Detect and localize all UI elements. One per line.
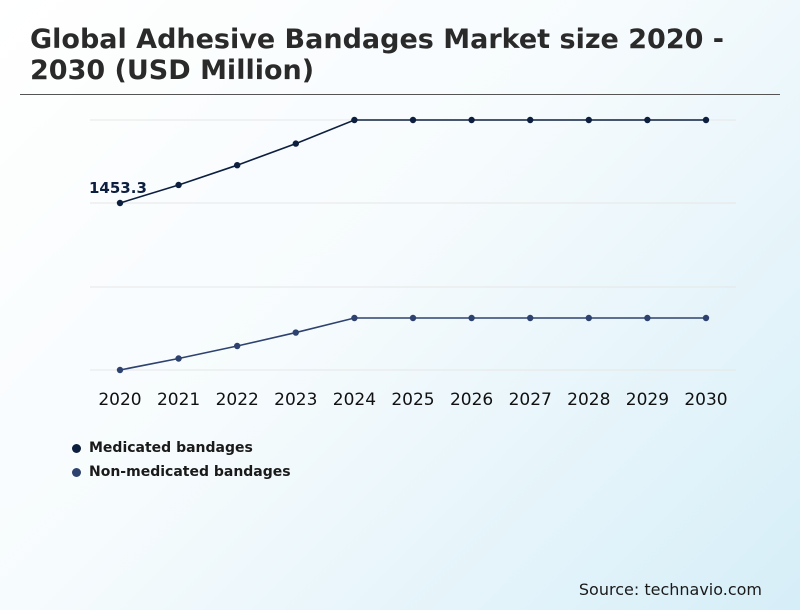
legend-label-non-medicated: Non-medicated bandages	[89, 464, 291, 480]
chart-labels: 1453.3 2020 2021 2022 2023 2024 2025 2026 2027 20…	[89, 179, 728, 410]
series-line-non-medicated	[119, 317, 706, 371]
data-point-non-medicated	[585, 314, 592, 322]
data-point-medicated	[234, 161, 241, 169]
x-tick-label: 2023	[274, 390, 317, 410]
data-point-non-medicated	[644, 314, 651, 322]
x-tick-label: 2025	[391, 390, 434, 410]
legend-item-non-medicated: Non-medicated bandages	[72, 460, 291, 484]
chart-title: Global Adhesive Bandages Market size 202…	[30, 24, 724, 86]
x-tick-label: 2021	[157, 390, 200, 410]
x-tick-label: 2028	[567, 390, 610, 410]
data-point-medicated	[468, 116, 475, 124]
x-tick-label: 2029	[626, 390, 669, 410]
data-point-non-medicated	[292, 329, 299, 336]
data-point-medicated	[585, 116, 592, 124]
series-lines	[116, 116, 710, 374]
data-point-non-medicated	[116, 366, 124, 374]
data-point-non-medicated	[702, 314, 710, 322]
data-point-medicated	[351, 116, 358, 124]
data-point-medicated	[527, 116, 534, 124]
title-divider	[20, 94, 780, 95]
data-point-non-medicated	[234, 342, 241, 350]
x-tick-label: 2024	[333, 390, 376, 410]
data-point-medicated	[292, 140, 299, 147]
source-note: Source: technavio.com	[578, 580, 762, 599]
data-point-non-medicated	[175, 355, 182, 362]
data-point-non-medicated	[409, 314, 417, 322]
data-label-start: 1453.3	[89, 179, 147, 197]
data-point-medicated	[409, 116, 417, 124]
x-tick-label: 2030	[684, 390, 727, 410]
data-point-non-medicated	[468, 314, 475, 322]
data-point-medicated	[116, 199, 124, 207]
legend-marker-medicated	[72, 443, 81, 453]
legend-marker-non-medicated	[72, 467, 81, 477]
series-line-medicated	[119, 119, 706, 204]
data-point-non-medicated	[527, 314, 534, 322]
x-tick-label: 2027	[509, 390, 552, 410]
data-point-medicated	[644, 116, 651, 124]
line-chart: 1453.3 2020 2021 2022 2023 2024 2025 2026 2027 20…	[89, 116, 736, 410]
x-tick-label: 2020	[98, 390, 141, 410]
data-point-medicated	[702, 116, 710, 124]
legend-item-medicated: Medicated bandages	[72, 436, 291, 460]
legend: Medicated bandages Non-medicated bandage…	[72, 436, 291, 484]
grid-lines	[90, 119, 736, 371]
x-tick-label: 2026	[450, 390, 493, 410]
data-point-medicated	[175, 181, 182, 189]
x-tick-label: 2022	[216, 390, 259, 410]
data-point-non-medicated	[351, 314, 358, 322]
legend-label-medicated: Medicated bandages	[89, 440, 253, 456]
